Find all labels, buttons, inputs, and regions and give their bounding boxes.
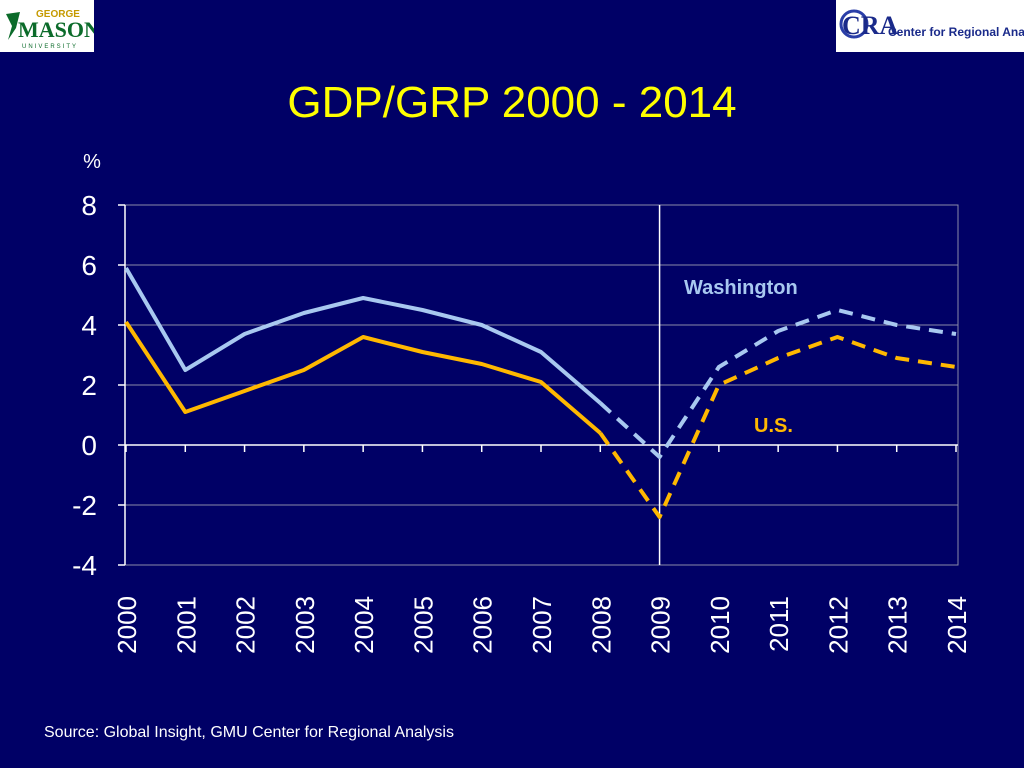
x-tick-label: 2014 bbox=[942, 596, 972, 654]
series-label-us: U.S. bbox=[754, 415, 793, 437]
y-tick-label: 2 bbox=[81, 370, 97, 401]
y-tick-label: 4 bbox=[81, 310, 97, 341]
x-tick-label: 2011 bbox=[764, 596, 794, 652]
series-label-washington: Washington bbox=[684, 277, 798, 299]
series-line-solid-0 bbox=[124, 266, 602, 405]
logo-left-line1: GEORGE bbox=[36, 9, 80, 20]
x-tick-label: 2004 bbox=[349, 596, 379, 654]
y-tick-label: 0 bbox=[81, 430, 97, 461]
slide-title: GDP/GRP 2000 - 2014 bbox=[287, 78, 737, 127]
x-tick-label: 2003 bbox=[290, 596, 320, 654]
y-tick-label: -2 bbox=[72, 490, 97, 521]
y-axis-unit-label: % bbox=[83, 151, 101, 173]
x-tick-label: 2008 bbox=[586, 596, 616, 654]
logo-right-text: Center for Regional Analysis bbox=[888, 25, 1024, 39]
logo-left-line3: UNIVERSITY bbox=[22, 44, 78, 50]
x-tick-label: 2001 bbox=[171, 596, 201, 654]
x-tick-label: 2006 bbox=[468, 596, 498, 654]
center-for-regional-analysis-logo: CRA Center for Regional Analysis bbox=[836, 0, 1024, 52]
y-tick-label: 8 bbox=[81, 190, 97, 221]
logo-right-mark: CRA bbox=[842, 11, 899, 40]
series-line-dashed-0 bbox=[598, 308, 957, 459]
x-tick-label: 2009 bbox=[646, 596, 676, 654]
series-line-dashed-1 bbox=[598, 335, 957, 519]
x-tick-label: 2013 bbox=[883, 596, 913, 654]
x-tick-label: 2005 bbox=[408, 596, 438, 654]
x-tick-label: 2010 bbox=[705, 596, 735, 654]
x-tick-label: 2012 bbox=[823, 596, 853, 654]
y-tick-label: -4 bbox=[72, 550, 97, 581]
logo-left-line2: MASON bbox=[18, 17, 94, 42]
y-tick-label: 6 bbox=[81, 250, 97, 281]
george-mason-logo: GEORGE MASON UNIVERSITY bbox=[0, 0, 100, 52]
series-line-solid-1 bbox=[124, 320, 602, 435]
source-note: Source: Global Insight, GMU Center for R… bbox=[44, 724, 454, 741]
x-tick-label: 2002 bbox=[231, 596, 261, 654]
x-tick-label: 2000 bbox=[112, 596, 142, 654]
x-tick-label: 2007 bbox=[527, 596, 557, 654]
